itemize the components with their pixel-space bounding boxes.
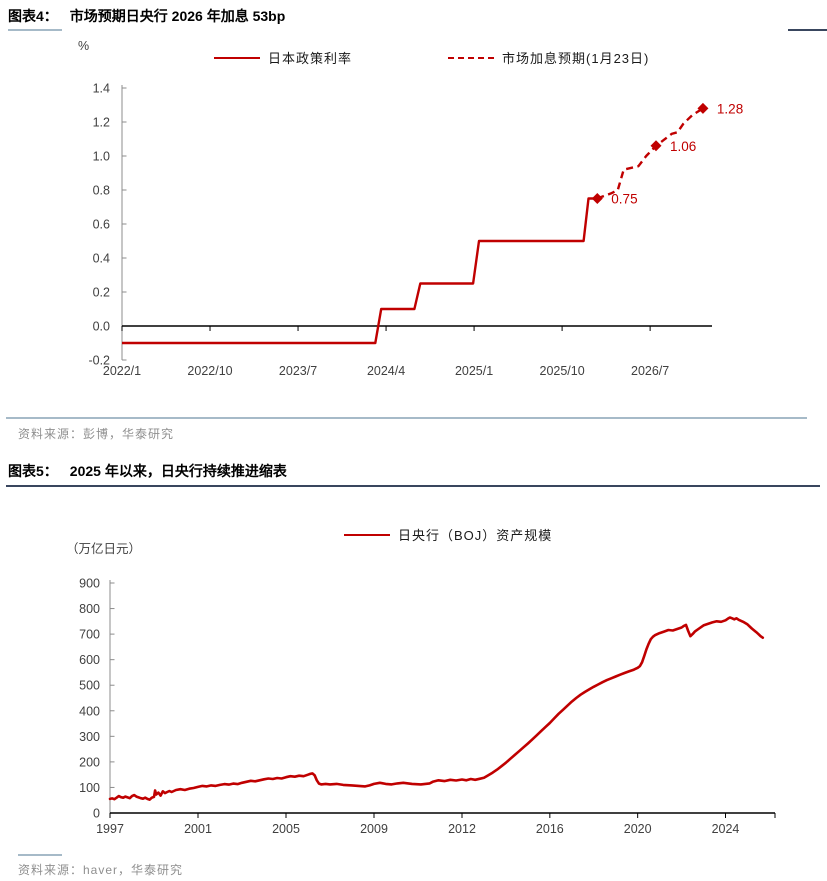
svg-text:0.6: 0.6 [93,218,110,232]
figure4-source-divider [6,417,807,419]
svg-text:1.0: 1.0 [93,150,110,164]
svg-text:2005: 2005 [272,822,300,836]
svg-text:1997: 1997 [96,822,124,836]
figure4-unit-label: % [78,39,90,53]
figure5-legend: 日央行（BOJ）资产规模 [344,525,552,544]
figure5-title-underline [6,485,820,487]
figure5-source: 资料来源：haver，华泰研究 [18,863,184,877]
figure5-source-divider [18,854,62,856]
figure4-legend: 日本政策利率 市场加息预期(1月23日) [214,48,649,67]
svg-text:0.2: 0.2 [93,286,110,300]
svg-text:2009: 2009 [360,822,388,836]
svg-text:0.4: 0.4 [93,252,110,266]
figure5-tag: 图表5： [8,463,58,479]
series-line-solid [122,197,598,345]
svg-text:2023/7: 2023/7 [279,364,317,378]
svg-text:-0.2: -0.2 [88,354,110,368]
svg-text:500: 500 [79,679,100,693]
svg-text:400: 400 [79,704,100,718]
legend-item-hike-expectation: 市场加息预期(1月23日) [448,48,649,67]
svg-text:900: 900 [79,577,100,591]
svg-text:0: 0 [93,807,100,821]
svg-text:700: 700 [79,628,100,642]
figure4-tag-underline [8,29,62,31]
figure5-axes: 0 100 200 300 400 500 600 700 800 900 1997 2001 2005… [79,577,776,836]
figure4-title-row: 图表4： 市场预期日央行 2026 年加息 53bp [8,6,285,26]
legend-label: 日本政策利率 [268,51,353,66]
legend-item-policy-rate: 日本政策利率 [214,48,352,67]
diamond-marker-icon [697,102,709,114]
marker-value-label: 1.28 [717,101,743,116]
svg-text:2025/1: 2025/1 [455,364,493,378]
svg-text:1.2: 1.2 [93,116,110,130]
solid-line-sample-icon [344,533,390,536]
dashed-line-sample-icon [448,56,495,59]
figure5-title: 2025 年以来，日央行持续推进缩表 [69,463,287,479]
figure4-axes: -0.2 0.0 0.2 0.4 0.6 0.8 1.0 1.2 1.4 2022/1 2022/1… [88,82,712,378]
legend-label: 市场加息预期(1月23日) [502,51,650,66]
svg-text:2022/10: 2022/10 [187,364,232,378]
svg-text:2024/4: 2024/4 [367,364,405,378]
marker-value-label: 1.06 [670,139,696,154]
legend-item-boj-assets: 日央行（BOJ）资产规模 [344,525,552,544]
svg-text:2001: 2001 [184,822,212,836]
figure5-unit-label: （万亿日元） [66,542,142,556]
figure5-plot: 0 100 200 300 400 500 600 700 800 900 1997 2001 2005… [79,577,776,836]
svg-text:2025/10: 2025/10 [540,364,585,378]
svg-text:0.8: 0.8 [93,184,110,198]
figure5-title-row: 图表5： 2025 年以来，日央行持续推进缩表 [8,461,287,481]
figure4-plot: -0.2 0.0 0.2 0.4 0.6 0.8 1.0 1.2 1.4 2022/1 2022/1… [88,82,743,379]
svg-text:2026/7: 2026/7 [631,364,669,378]
diamond-marker-icon [591,193,603,204]
svg-text:0.0: 0.0 [93,320,110,334]
figure4-underline-right [788,29,827,31]
figure4-source: 资料来源：彭博，华泰研究 [18,427,175,441]
svg-text:2022/1: 2022/1 [103,364,141,378]
legend-label: 日央行（BOJ）资产规模 [398,528,553,543]
svg-text:600: 600 [79,653,100,667]
svg-text:2016: 2016 [536,822,564,836]
svg-text:200: 200 [79,755,100,769]
svg-text:2024: 2024 [712,822,740,836]
svg-text:100: 100 [79,781,100,795]
svg-text:1.4: 1.4 [93,82,110,96]
solid-line-sample-icon [214,56,260,59]
marker-value-label: 0.75 [611,192,637,207]
series-line-boj-assets [108,616,765,801]
svg-text:2020: 2020 [624,822,652,836]
svg-text:800: 800 [79,602,100,616]
figure4-tag: 图表4： [8,8,58,24]
svg-text:2012: 2012 [448,822,476,836]
svg-text:300: 300 [79,730,100,744]
diamond-marker-icon [650,140,662,152]
figure4-title: 市场预期日央行 2026 年加息 53bp [69,8,286,24]
